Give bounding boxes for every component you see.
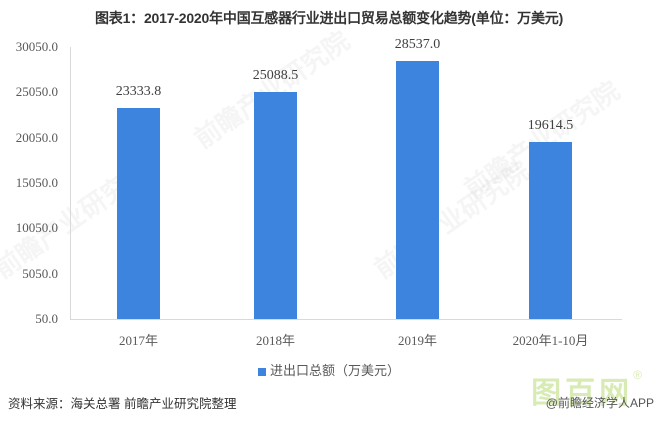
bar-value-label: 23333.8: [115, 83, 162, 99]
y-tick-label: 50.0: [35, 311, 58, 326]
source-note: 资料来源：海关总署 前瞻产业研究院整理: [8, 397, 237, 411]
legend-swatch-icon: [257, 367, 266, 376]
x-tick-label: 2020年1-10月: [512, 333, 589, 348]
bar: [117, 107, 160, 319]
x-tick-label: 2017年: [118, 333, 158, 348]
site-watermark-text: 图百网: [531, 377, 634, 410]
y-tick-label: 20050.0: [15, 129, 58, 145]
bar: [396, 60, 439, 319]
bar: [254, 91, 297, 319]
bar-value-label: 25088.5: [252, 67, 299, 83]
y-tick-label: 10050.0: [15, 220, 58, 236]
y-tick-label: 5050.0: [22, 265, 58, 281]
app-watermark: @前瞻经济学人APP: [545, 396, 654, 410]
chart-title: 图表1：2017-2020年中国互感器行业进出口贸易总额变化趋势(单位：万美元): [94, 10, 564, 26]
bar-value-label: 28537.0: [394, 36, 441, 52]
bar: [529, 141, 572, 319]
bar-value-label: 19614.5: [527, 117, 574, 133]
x-axis-line: [70, 319, 622, 320]
legend: 进出口总额（万美元）: [0, 360, 658, 379]
y-axis-line: [70, 47, 71, 319]
y-tick-label: 25050.0: [15, 84, 58, 100]
y-tick-label: 15050.0: [15, 175, 58, 190]
background-watermark: 前瞻产业研究院: [368, 155, 536, 285]
x-tick-label: 2019年: [397, 333, 437, 348]
site-watermark-logo: 图百网®: [531, 368, 646, 412]
legend-label: 进出口总额（万美元）: [269, 363, 400, 378]
y-tick-label: 30050.0: [15, 39, 58, 54]
registered-mark: ®: [633, 368, 646, 382]
x-tick-label: 2018年: [255, 333, 295, 348]
